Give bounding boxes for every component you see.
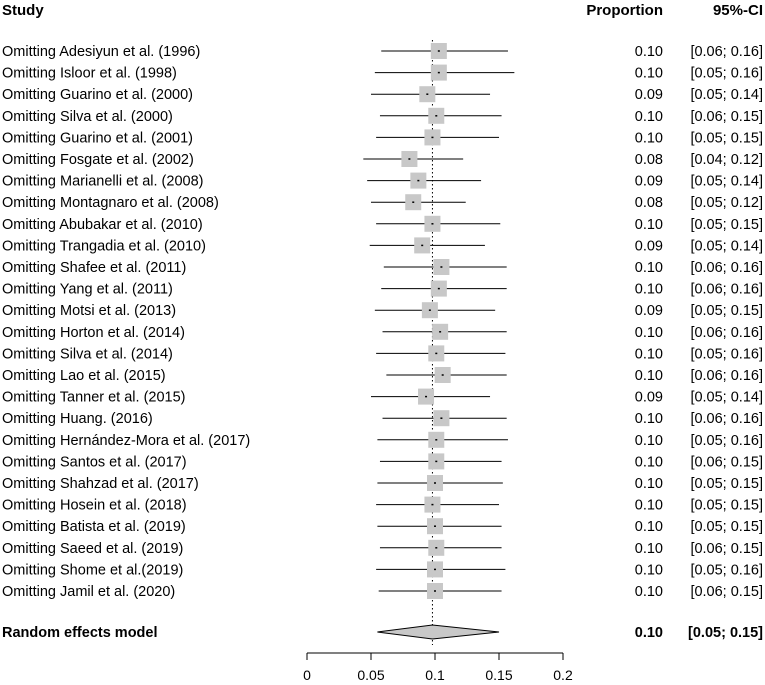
x-tick-label: 0.15 (485, 667, 512, 683)
study-label: Omitting Huang. (2016) (2, 411, 153, 427)
ci-value: [0.05; 0.15] (690, 476, 763, 492)
proportion-value: 0.10 (635, 66, 663, 82)
study-label: Omitting Jamil et al. (2020) (2, 584, 175, 600)
study-label: Omitting Motsi et al. (2013) (2, 303, 176, 319)
study-label: Omitting Hernández-Mora et al. (2017) (2, 433, 250, 449)
ci-value: [0.06; 0.16] (690, 368, 763, 384)
proportion-value: 0.08 (635, 195, 663, 211)
ci-value: [0.05; 0.15] (690, 519, 763, 535)
ci-value: [0.05; 0.16] (690, 346, 763, 362)
summary-diamond (377, 624, 500, 640)
summary-label: Random effects model (2, 625, 158, 641)
proportion-value: 0.09 (635, 238, 663, 254)
ci-value: [0.05; 0.16] (690, 66, 763, 82)
x-tick-label: 0.1 (425, 667, 445, 683)
study-label: Omitting Shome et al.(2019) (2, 562, 183, 578)
ci-value: [0.05; 0.14] (690, 87, 763, 103)
study-label: Omitting Shahzad et al. (2017) (2, 476, 199, 492)
ci-value: [0.06; 0.16] (690, 44, 763, 60)
proportion-value: 0.10 (635, 519, 663, 535)
proportion-value: 0.09 (635, 87, 663, 103)
ci-value: [0.05; 0.15] (690, 498, 763, 514)
study-label: Omitting Silva et al. (2000) (2, 109, 173, 125)
study-label: Omitting Adesiyun et al. (1996) (2, 44, 200, 60)
x-tick-label: 0.05 (357, 667, 384, 683)
proportion-value: 0.10 (635, 325, 663, 341)
study-label: Omitting Hosein et al. (2018) (2, 498, 187, 514)
ci-value: [0.06; 0.16] (690, 282, 763, 298)
header-study: Study (2, 2, 44, 19)
proportion-value: 0.09 (635, 174, 663, 190)
ci-value: [0.06; 0.16] (690, 325, 763, 341)
header-ci: 95%-CI (713, 2, 763, 19)
study-label: Omitting Yang et al. (2011) (2, 282, 173, 298)
study-label: Omitting Horton et al. (2014) (2, 325, 185, 341)
study-label: Omitting Santos et al. (2017) (2, 454, 187, 470)
proportion-value: 0.10 (635, 260, 663, 276)
ci-value: [0.06; 0.15] (690, 109, 763, 125)
ci-value: [0.05; 0.14] (690, 238, 763, 254)
study-label: Omitting Fosgate et al. (2002) (2, 152, 194, 168)
proportion-value: 0.10 (635, 130, 663, 146)
proportion-value: 0.10 (635, 476, 663, 492)
proportion-value: 0.10 (635, 411, 663, 427)
ci-value: [0.05; 0.12] (690, 195, 763, 211)
ci-value: [0.05; 0.15] (690, 217, 763, 233)
study-label: Omitting Guarino et al. (2001) (2, 130, 193, 146)
proportion-value: 0.09 (635, 390, 663, 406)
ci-value: [0.06; 0.16] (690, 411, 763, 427)
proportion-value: 0.10 (635, 368, 663, 384)
proportion-value: 0.10 (635, 217, 663, 233)
study-label: Omitting Silva et al. (2014) (2, 346, 173, 362)
ci-value: [0.04; 0.12] (690, 152, 763, 168)
ci-value: [0.05; 0.16] (690, 562, 763, 578)
study-label: Omitting Shafee et al. (2011) (2, 260, 186, 276)
study-label: Omitting Marianelli et al. (2008) (2, 174, 203, 190)
proportion-value: 0.10 (635, 44, 663, 60)
study-label: Omitting Abubakar et al. (2010) (2, 217, 203, 233)
ci-value: [0.05; 0.15] (690, 130, 763, 146)
ci-value: [0.06; 0.15] (690, 454, 763, 470)
study-label: Omitting Isloor et al. (1998) (2, 66, 177, 82)
summary-proportion: 0.10 (635, 625, 663, 641)
study-label: Omitting Tanner et al. (2015) (2, 390, 186, 406)
proportion-value: 0.10 (635, 541, 663, 557)
x-tick-label: 0 (303, 667, 311, 683)
proportion-value: 0.10 (635, 346, 663, 362)
proportion-value: 0.10 (635, 562, 663, 578)
study-label: Omitting Montagnaro et al. (2008) (2, 195, 219, 211)
study-label: Omitting Batista et al. (2019) (2, 519, 186, 535)
header-proportion: Proportion (586, 2, 663, 19)
proportion-value: 0.10 (635, 584, 663, 600)
ci-value: [0.06; 0.15] (690, 541, 763, 557)
x-tick-label: 0.2 (553, 667, 573, 683)
ci-value: [0.05; 0.16] (690, 433, 763, 449)
ci-value: [0.05; 0.14] (690, 390, 763, 406)
ci-value: [0.06; 0.15] (690, 584, 763, 600)
proportion-value: 0.10 (635, 109, 663, 125)
proportion-value: 0.10 (635, 454, 663, 470)
ci-value: [0.05; 0.14] (690, 174, 763, 190)
proportion-value: 0.10 (635, 282, 663, 298)
study-label: Omitting Lao et al. (2015) (2, 368, 166, 384)
study-label: Omitting Guarino et al. (2000) (2, 87, 193, 103)
ci-value: [0.05; 0.15] (690, 303, 763, 319)
study-label: Omitting Saeed et al. (2019) (2, 541, 183, 557)
proportion-value: 0.10 (635, 498, 663, 514)
study-label: Omitting Trangadia et al. (2010) (2, 238, 206, 254)
proportion-value: 0.08 (635, 152, 663, 168)
proportion-value: 0.09 (635, 303, 663, 319)
ci-value: [0.06; 0.16] (690, 260, 763, 276)
summary-ci: [0.05; 0.15] (688, 625, 763, 641)
proportion-value: 0.10 (635, 433, 663, 449)
